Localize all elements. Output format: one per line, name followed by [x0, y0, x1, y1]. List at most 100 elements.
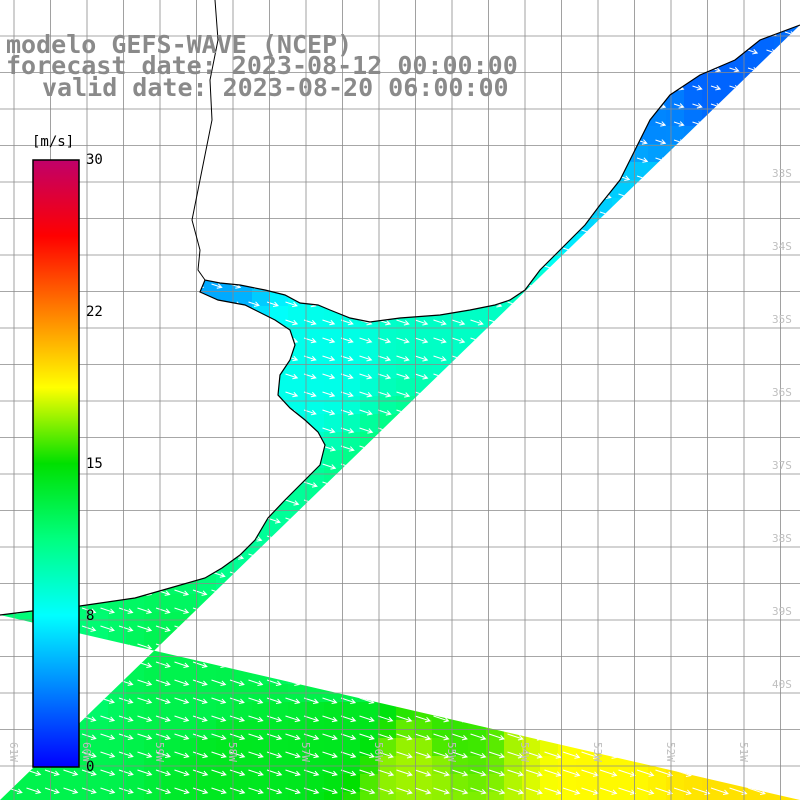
wind-arrow: [470, 769, 487, 777]
wind-speed-cell: [504, 774, 522, 792]
wind-speed-cell: [144, 612, 162, 630]
wind-speed-cell: [702, 72, 720, 90]
wind-arrow: [174, 661, 190, 668]
wind-speed-cell: [396, 342, 414, 360]
wind-arrow: [137, 625, 153, 632]
wind-arrow: [322, 733, 338, 741]
wind-speed-cell: [198, 576, 216, 594]
wind-arrow: [359, 715, 375, 723]
wind-speed-cell: [720, 72, 738, 90]
wind-speed-cell: [288, 720, 306, 738]
wind-speed-cell: [90, 756, 108, 774]
wind-speed-cell: [324, 432, 342, 450]
longitude-label: 61W: [7, 742, 20, 762]
wind-arrow: [340, 751, 357, 759]
wind-speed-cell: [522, 738, 540, 756]
wind-speed-cell: [306, 378, 324, 396]
wind-arrow: [155, 661, 171, 668]
wind-speed-cell: [198, 666, 216, 684]
wind-arrow: [100, 769, 116, 776]
wind-arrow: [747, 49, 759, 55]
wind-arrow: [137, 769, 153, 777]
wind-speed-cell: [144, 792, 162, 800]
wind-speed-cell: [180, 738, 198, 756]
wind-speed-cell: [342, 432, 360, 450]
wind-arrow: [322, 355, 336, 362]
wind-speed-cell: [396, 324, 414, 342]
wind-arrow: [211, 769, 227, 777]
wind-speed-cell: [360, 702, 378, 720]
wind-arrow: [248, 787, 264, 795]
wind-arrow: [248, 679, 264, 686]
wind-speed-cell: [324, 702, 342, 720]
wind-speed-cell: [414, 720, 432, 738]
wind-speed-cell: [432, 792, 450, 800]
forecast-date: forecast date: 2023-08-12 00:00:00: [6, 51, 518, 80]
wind-arrow: [359, 355, 373, 362]
wind-arrow: [174, 589, 190, 596]
wind-arrow: [229, 733, 246, 741]
wind-speed-cell: [360, 324, 378, 342]
wind-speed-cell: [270, 738, 288, 756]
wind-speed-cell: [360, 720, 378, 738]
wind-arrow: [359, 337, 373, 344]
wind-arrow: [248, 697, 264, 705]
wind-speed-cell: [666, 126, 684, 144]
wind-arrow: [562, 787, 581, 795]
wind-speed-cell: [342, 702, 360, 720]
wind-speed-cell: [306, 396, 324, 414]
wind-speed-cell: [540, 774, 558, 792]
wind-speed-cell: [594, 792, 612, 800]
wind-arrow: [118, 697, 134, 704]
wind-arrow: [174, 697, 190, 704]
latitude-label: 34S: [772, 240, 792, 253]
wind-arrow: [488, 769, 506, 777]
wind-speed-cell: [720, 792, 738, 800]
wind-speed-cell: [252, 738, 270, 756]
latitude-label: 35S: [772, 313, 792, 326]
wind-speed-cell: [234, 738, 252, 756]
wind-speed-cell: [396, 360, 414, 378]
wind-speed-cell: [36, 774, 54, 792]
wind-arrow: [340, 391, 354, 398]
wind-speed-cell: [756, 36, 774, 54]
wind-speed-cell: [180, 720, 198, 738]
wind-speed-cell: [342, 396, 360, 414]
wind-speed-cell: [216, 702, 234, 720]
wind-speed-cell: [396, 378, 414, 396]
wind-arrow: [433, 751, 450, 759]
wind-speed-cell: [270, 702, 288, 720]
wind-arrow: [322, 715, 338, 723]
wind-arrow: [229, 787, 246, 795]
wind-speed-cell: [324, 414, 342, 432]
wind-speed-cell: [126, 720, 144, 738]
wind-speed-cell: [324, 450, 342, 468]
wind-speed-cell: [468, 792, 486, 800]
colorbar-unit: [m/s]: [32, 134, 75, 150]
wind-arrow: [192, 751, 209, 759]
wind-arrow: [285, 697, 301, 705]
wind-arrow: [248, 715, 264, 723]
wind-speed-cell: [450, 324, 468, 342]
wind-arrow: [137, 643, 153, 650]
wind-arrow: [414, 751, 432, 759]
wind-arrow: [340, 319, 354, 326]
wind-arrow: [174, 607, 190, 614]
wind-arrow: [433, 769, 450, 777]
wind-speed-cell: [342, 774, 360, 792]
wind-speed-cell: [450, 756, 468, 774]
wind-speed-cell: [666, 792, 684, 800]
latitude-label: 40S: [772, 678, 792, 691]
wind-arrow: [100, 607, 115, 614]
wind-speed-cell: [450, 720, 468, 738]
wind-arrow: [285, 751, 301, 759]
wind-arrow: [396, 391, 411, 398]
wind-arrow: [192, 769, 209, 777]
wind-speed-cell: [90, 738, 108, 756]
wind-arrow: [155, 607, 171, 614]
wind-speed-cell: [576, 774, 594, 792]
wind-arrow: [155, 733, 171, 741]
wind-arrow: [229, 679, 245, 686]
wind-speed-cell: [216, 666, 234, 684]
wind-arrow: [692, 103, 703, 109]
